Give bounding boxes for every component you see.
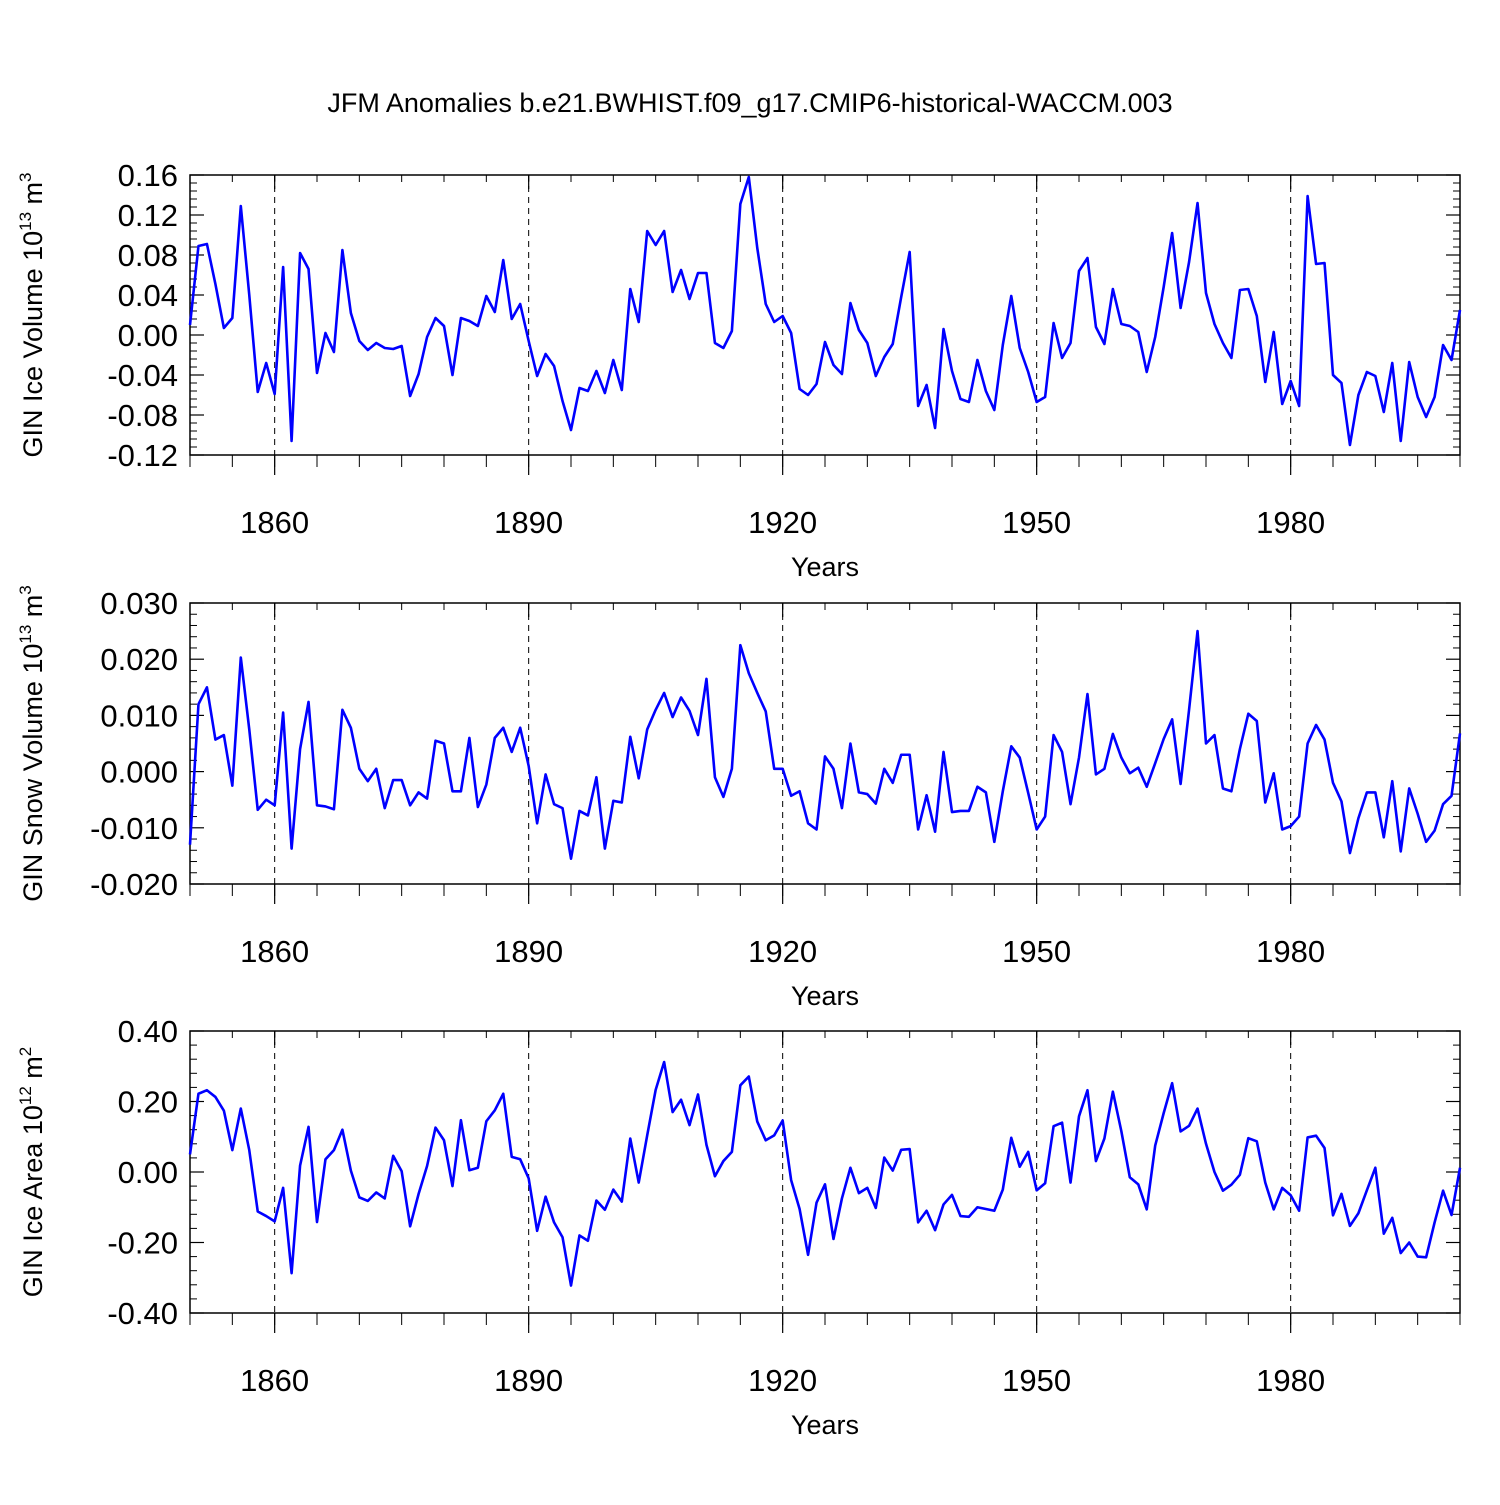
x-axis-title: Years xyxy=(791,981,859,1011)
x-tick-label: 1920 xyxy=(748,934,817,969)
series-line-ice-volume xyxy=(188,175,1462,447)
chart-panel-ice-volume: -0.12 -0.08 -0.04 0.00 0.04 0.08 0.12 0.16 1860 1… xyxy=(16,158,1462,582)
y-tick-label: 0.40 xyxy=(118,1014,178,1049)
chart-panel-ice-area: -0.40 -0.20 0.00 0.20 0.40 1860 1890 1920 1950 19… xyxy=(16,1014,1462,1440)
y-tick-label: 0.000 xyxy=(100,755,178,790)
x-tick-label: 1920 xyxy=(748,1363,817,1398)
y-tick-label: 0.010 xyxy=(100,698,178,733)
x-tick-label: 1950 xyxy=(1002,1363,1071,1398)
chart-title: JFM Anomalies b.e21.BWHIST.f09_g17.CMIP6… xyxy=(327,88,1172,118)
x-tick-label: 1860 xyxy=(240,505,309,540)
x-tick-label: 1980 xyxy=(1256,934,1325,969)
x-tick-label: 1890 xyxy=(494,505,563,540)
y-axis-title: GIN Ice Area 1012 m2 xyxy=(16,1047,48,1298)
y-tick-label: 0.030 xyxy=(100,586,178,621)
chart-panel-snow-volume: -0.020 -0.010 0.000 0.010 0.020 0.030 1860 1890… xyxy=(16,585,1462,1011)
y-tick-label: -0.12 xyxy=(107,438,178,473)
y-tick-label: 0.04 xyxy=(118,278,178,313)
plot-frame xyxy=(189,602,1461,885)
x-tick-label: 1890 xyxy=(494,934,563,969)
y-tick-label: 0.00 xyxy=(118,318,178,353)
series-line-ice-area xyxy=(188,1060,1462,1287)
plot-frame xyxy=(189,1030,1461,1314)
y-tick-label: -0.010 xyxy=(90,811,178,846)
y-tick-label: 0.16 xyxy=(118,158,178,193)
x-axis-title: Years xyxy=(791,552,859,582)
y-axis-title: GIN Snow Volume 1013 m3 xyxy=(16,585,48,902)
x-tick-label: 1920 xyxy=(748,505,817,540)
y-tick-label: -0.20 xyxy=(107,1226,178,1261)
series-line-snow-volume xyxy=(188,629,1462,861)
x-tick-label: 1860 xyxy=(240,1363,309,1398)
x-tick-label: 1950 xyxy=(1002,505,1071,540)
y-tick-label: -0.08 xyxy=(107,398,178,433)
y-tick-label: 0.08 xyxy=(118,238,178,273)
y-tick-label: 0.00 xyxy=(118,1155,178,1190)
x-tick-label: 1980 xyxy=(1256,505,1325,540)
x-tick-label: 1860 xyxy=(240,934,309,969)
plot-frame xyxy=(189,174,1461,456)
y-tick-label: -0.40 xyxy=(107,1296,178,1331)
x-tick-label: 1950 xyxy=(1002,934,1071,969)
y-tick-label: -0.04 xyxy=(107,358,178,393)
y-tick-label: 0.20 xyxy=(118,1085,178,1120)
y-tick-label: 0.020 xyxy=(100,642,178,677)
x-axis-title: Years xyxy=(791,1410,859,1440)
y-tick-label: -0.020 xyxy=(90,867,178,902)
x-tick-label: 1890 xyxy=(494,1363,563,1398)
y-tick-label: 0.12 xyxy=(118,198,178,233)
x-tick-label: 1980 xyxy=(1256,1363,1325,1398)
y-axis-title: GIN Ice Volume 1013 m3 xyxy=(16,172,48,457)
